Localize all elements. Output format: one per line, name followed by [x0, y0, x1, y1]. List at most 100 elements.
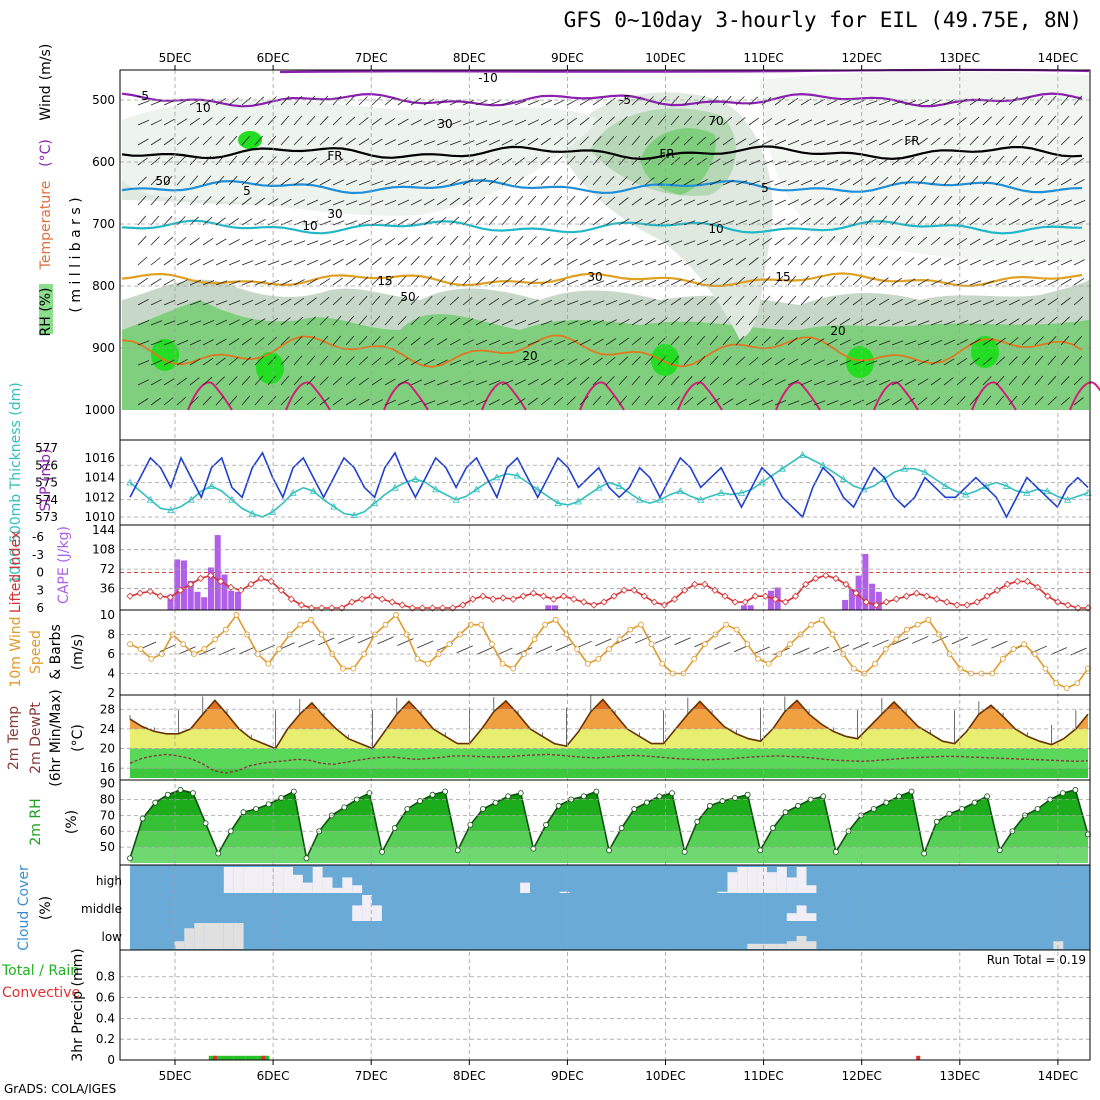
wind-barb: [1073, 278, 1085, 286]
wind-barb: [566, 136, 577, 146]
cloud-cover-bar: [806, 941, 817, 949]
wind-barb: [631, 135, 641, 146]
wind-barb: [969, 357, 980, 366]
wind-barb: [878, 360, 891, 366]
wind-barb: [592, 155, 602, 166]
wind-barb: [891, 360, 904, 366]
cloud-cover-bar: [747, 943, 758, 949]
wind-barb: [514, 235, 524, 246]
wind-barb: [176, 300, 189, 306]
wind-barb: [280, 375, 290, 386]
wind-barb: [332, 315, 342, 326]
cloud-cover-bar: [362, 895, 372, 921]
wind-barb: [293, 355, 303, 366]
wind-barb: [852, 255, 862, 266]
wind-barb: [280, 279, 293, 286]
wind-barb: [917, 397, 928, 406]
wind-barb: [397, 139, 410, 146]
wind-speed-point: [904, 626, 910, 633]
wind-barb: [839, 120, 852, 126]
wind-barb: [514, 195, 524, 206]
wind-barb: [696, 259, 708, 266]
wind-barb: [137, 138, 149, 146]
wind-barb: [514, 100, 527, 106]
lifted-index-point: [872, 601, 880, 609]
cloud-cover-bar: [213, 923, 224, 949]
y-tick-label: 700: [92, 217, 115, 231]
wind-barb: [215, 300, 228, 306]
wind-barb: [488, 100, 501, 106]
cloud-cover-bar: [322, 877, 333, 893]
y-axis-label-2m-dewpt: 2m DewPt: [28, 702, 44, 774]
wind-barb: [384, 96, 395, 106]
wind-barb: [397, 379, 409, 386]
isotherm-line: [121, 179, 1083, 195]
wind-barb: [852, 235, 862, 246]
wind-barb: [228, 239, 240, 246]
rh-point: [177, 787, 184, 793]
wind-barb: [189, 195, 199, 206]
wind-barb: [748, 399, 760, 406]
wind-barb: [774, 316, 784, 326]
wind-barb: [189, 279, 202, 286]
wind-barb: [202, 117, 213, 126]
wind-barb: [306, 355, 316, 366]
wind-barb: [683, 240, 696, 246]
wind-barb: [397, 316, 407, 326]
lifted-index-point: [368, 592, 376, 600]
thickness-point: [1043, 487, 1051, 495]
wind-barb: [306, 396, 317, 406]
wind-barb: [436, 198, 448, 206]
wind-barb: [527, 397, 538, 406]
y-tick-label: 2: [107, 686, 115, 700]
wind-barb: [826, 275, 836, 286]
wind-barb: [943, 175, 953, 186]
wind-speed-point: [1074, 680, 1081, 687]
wind-barb: [189, 237, 200, 246]
wind-barb: [670, 240, 683, 246]
wind-barb: [176, 156, 186, 166]
surface-wind-barb: [971, 638, 988, 647]
wind-barb: [904, 320, 917, 326]
wind-barb: [618, 197, 629, 206]
lifted-index-point: [207, 571, 215, 580]
wind-barb: [982, 239, 994, 246]
wind-barb: [566, 396, 576, 406]
wind-barb: [1060, 376, 1070, 386]
wind-barb: [995, 135, 1005, 146]
wind-barb: [943, 300, 956, 306]
wind-barb: [527, 215, 537, 226]
y-tick-label: 80: [100, 792, 115, 806]
y-axis-label-rh: RH (%): [38, 288, 54, 337]
y-tick-label: 900: [92, 341, 115, 355]
wind-barb: [709, 355, 719, 366]
wind-barb: [683, 278, 695, 286]
y-tick-label: 70: [100, 808, 115, 822]
wind-barb: [982, 280, 995, 286]
wind-barb: [501, 139, 513, 146]
rh-point: [820, 793, 827, 800]
wind-barb: [579, 155, 589, 166]
wind-barb: [722, 179, 735, 186]
wind-barb: [618, 155, 628, 166]
wind-barb: [228, 135, 238, 146]
wind-barb: [722, 137, 734, 146]
wind-barb: [605, 280, 618, 286]
wind-barb: [306, 199, 319, 206]
wind-barb: [1073, 200, 1086, 206]
y-axis-label-speed: Speed: [28, 630, 44, 674]
rh-contour-label: 70: [708, 114, 723, 128]
wind-barb: [254, 155, 264, 166]
wind-barb: [917, 299, 930, 306]
wind-barb: [748, 257, 759, 266]
wind-barb: [956, 117, 967, 126]
wind-barb: [969, 259, 982, 266]
wind-barb: [1034, 317, 1045, 326]
wind-barb: [1060, 355, 1070, 366]
wind-barb: [384, 256, 395, 266]
wind-barb: [1047, 136, 1057, 146]
wind-barb: [449, 178, 461, 186]
y-tick-label: 72: [100, 562, 115, 576]
lifted-index-point: [1034, 583, 1042, 591]
wind-barb: [345, 200, 358, 206]
